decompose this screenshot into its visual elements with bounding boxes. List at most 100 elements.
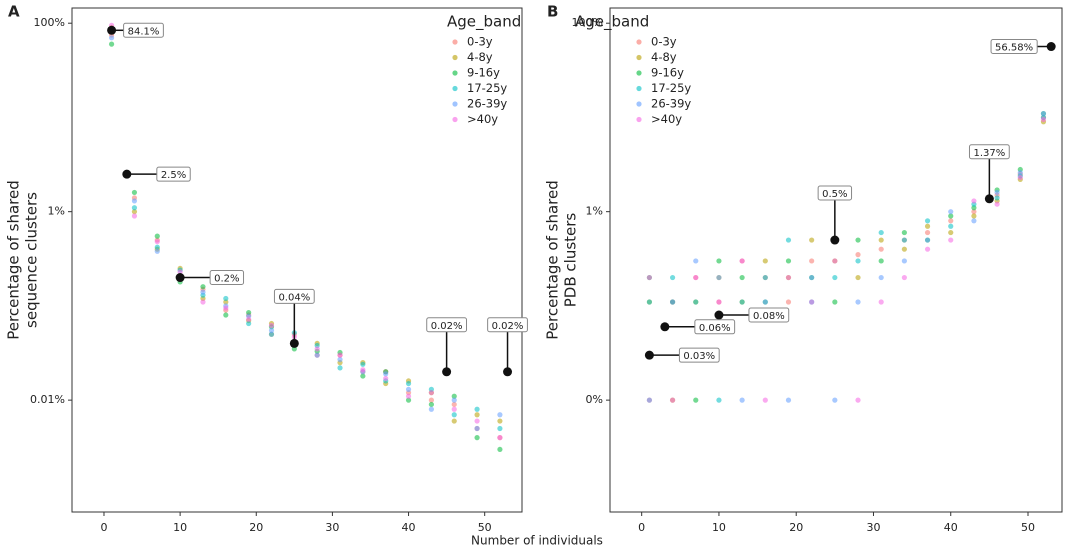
point [474, 406, 480, 412]
legend-swatch [452, 116, 458, 123]
point [1017, 169, 1023, 176]
annotation-label: 84.1% [128, 26, 160, 37]
point [785, 237, 792, 243]
point [360, 361, 366, 367]
point [716, 258, 722, 264]
point [832, 258, 838, 264]
point [268, 327, 275, 333]
point [901, 229, 907, 236]
point [878, 299, 884, 305]
point [901, 274, 907, 281]
point [428, 401, 434, 408]
annotation: 0.08% [718, 307, 790, 323]
point [383, 375, 389, 382]
annotation-label: 56.58% [995, 43, 1033, 54]
point [646, 299, 653, 305]
point [785, 397, 792, 403]
point [200, 289, 206, 295]
point [693, 299, 699, 305]
y-axis-label: Percentage of shared [544, 180, 562, 339]
y-axis-label: PDB clusters [562, 213, 580, 308]
point [948, 218, 954, 224]
annotation: 2.5% [126, 166, 191, 182]
legend-swatch [636, 101, 642, 107]
legend-label: 0-3y [467, 35, 493, 49]
annotated-point [503, 367, 513, 377]
point [924, 229, 931, 236]
point [451, 393, 457, 399]
point [971, 213, 977, 219]
point [693, 258, 699, 264]
point [693, 397, 699, 403]
point [948, 237, 954, 243]
annotation-label: 0.2% [214, 274, 239, 285]
point [994, 189, 1000, 196]
plot-frame [71, 7, 523, 513]
point [948, 229, 954, 236]
legend-label: 4-8y [651, 50, 677, 64]
annotation-box [990, 39, 1038, 55]
point [832, 299, 838, 305]
x-axis-label: Number of individuals [471, 534, 603, 548]
point [669, 299, 676, 305]
point [669, 397, 676, 403]
annotation-box [694, 319, 736, 335]
point [901, 246, 907, 252]
point [971, 209, 977, 215]
point [337, 356, 343, 363]
point [971, 205, 977, 211]
point [428, 397, 434, 403]
y-tick-label: 1% [48, 205, 65, 218]
point [994, 201, 1000, 207]
annotated-point [660, 322, 670, 332]
x-tick-label: 50 [478, 521, 492, 534]
point [1017, 174, 1023, 181]
annotation: 0.06% [664, 319, 736, 335]
point [855, 397, 861, 403]
point [948, 209, 954, 215]
point [878, 246, 884, 252]
annotation: 0.04% [273, 288, 315, 344]
point [428, 390, 434, 396]
point [131, 209, 138, 215]
legend-swatch [452, 101, 458, 107]
legend-label: >40y [467, 112, 498, 126]
legend-label: 4-8y [467, 50, 493, 64]
x-tick-label: 30 [325, 521, 339, 534]
annotation: 0.03% [649, 347, 720, 363]
annotation-box [487, 317, 528, 333]
point [878, 258, 884, 264]
annotation-box [426, 317, 468, 333]
legend-swatch [636, 54, 642, 61]
point [223, 299, 229, 305]
point [497, 425, 503, 432]
y-tick-label: 0% [586, 393, 603, 406]
point [855, 258, 861, 264]
y-tick-label: 100% [34, 16, 65, 29]
point [878, 274, 884, 281]
annotated-point [289, 338, 299, 348]
point [971, 198, 977, 204]
point [855, 237, 861, 243]
point [762, 258, 768, 264]
annotated-point [714, 310, 724, 320]
point [405, 397, 412, 403]
point [383, 371, 389, 377]
point [451, 397, 457, 403]
legend-swatch [452, 70, 458, 76]
legend-swatch [452, 54, 458, 61]
point [994, 195, 1000, 201]
y-tick-label: 0.01% [30, 393, 65, 406]
point [451, 406, 457, 412]
legend-swatch [636, 70, 642, 76]
annotated-point [442, 367, 452, 377]
point [855, 274, 861, 281]
annotation: 0.02% [426, 317, 468, 372]
point [154, 244, 160, 250]
point [131, 205, 138, 211]
x-tick-label: 40 [402, 521, 416, 534]
point [716, 397, 722, 403]
legend-label: 17-25y [651, 81, 691, 95]
x-tick-label: 20 [249, 521, 263, 534]
point [428, 406, 434, 412]
